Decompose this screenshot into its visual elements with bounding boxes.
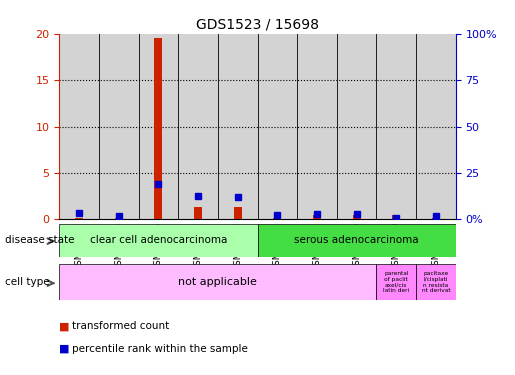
Text: clear cell adenocarcinoma: clear cell adenocarcinoma <box>90 236 227 245</box>
Bar <box>392 215 400 219</box>
Bar <box>99 34 139 219</box>
Bar <box>258 224 456 257</box>
Bar <box>154 38 162 219</box>
Bar <box>234 207 242 219</box>
Bar <box>59 224 258 257</box>
Bar <box>194 207 202 219</box>
Text: percentile rank within the sample: percentile rank within the sample <box>72 344 248 354</box>
Text: parental
of paclit
axel/cis
latin deri: parental of paclit axel/cis latin deri <box>383 271 409 293</box>
Bar <box>59 34 99 219</box>
Text: ■: ■ <box>59 321 70 331</box>
Bar <box>376 34 416 219</box>
Bar <box>337 34 376 219</box>
Text: transformed count: transformed count <box>72 321 169 331</box>
Bar <box>258 34 297 219</box>
Text: serous adenocarcinoma: serous adenocarcinoma <box>295 236 419 245</box>
Bar <box>297 34 337 219</box>
Text: cell type: cell type <box>5 278 50 287</box>
Text: disease state: disease state <box>5 236 75 245</box>
Text: not applicable: not applicable <box>178 277 258 287</box>
Bar <box>139 34 178 219</box>
Bar <box>59 264 376 300</box>
Title: GDS1523 / 15698: GDS1523 / 15698 <box>196 17 319 31</box>
Bar <box>313 215 321 219</box>
Text: pacltaxe
l/cisplati
n resista
nt derivat: pacltaxe l/cisplati n resista nt derivat <box>422 271 450 293</box>
Bar <box>376 264 416 300</box>
Bar <box>353 215 360 219</box>
Bar <box>218 34 258 219</box>
Bar <box>416 264 456 300</box>
Text: ■: ■ <box>59 344 70 354</box>
Bar <box>178 34 218 219</box>
Bar <box>416 34 456 219</box>
